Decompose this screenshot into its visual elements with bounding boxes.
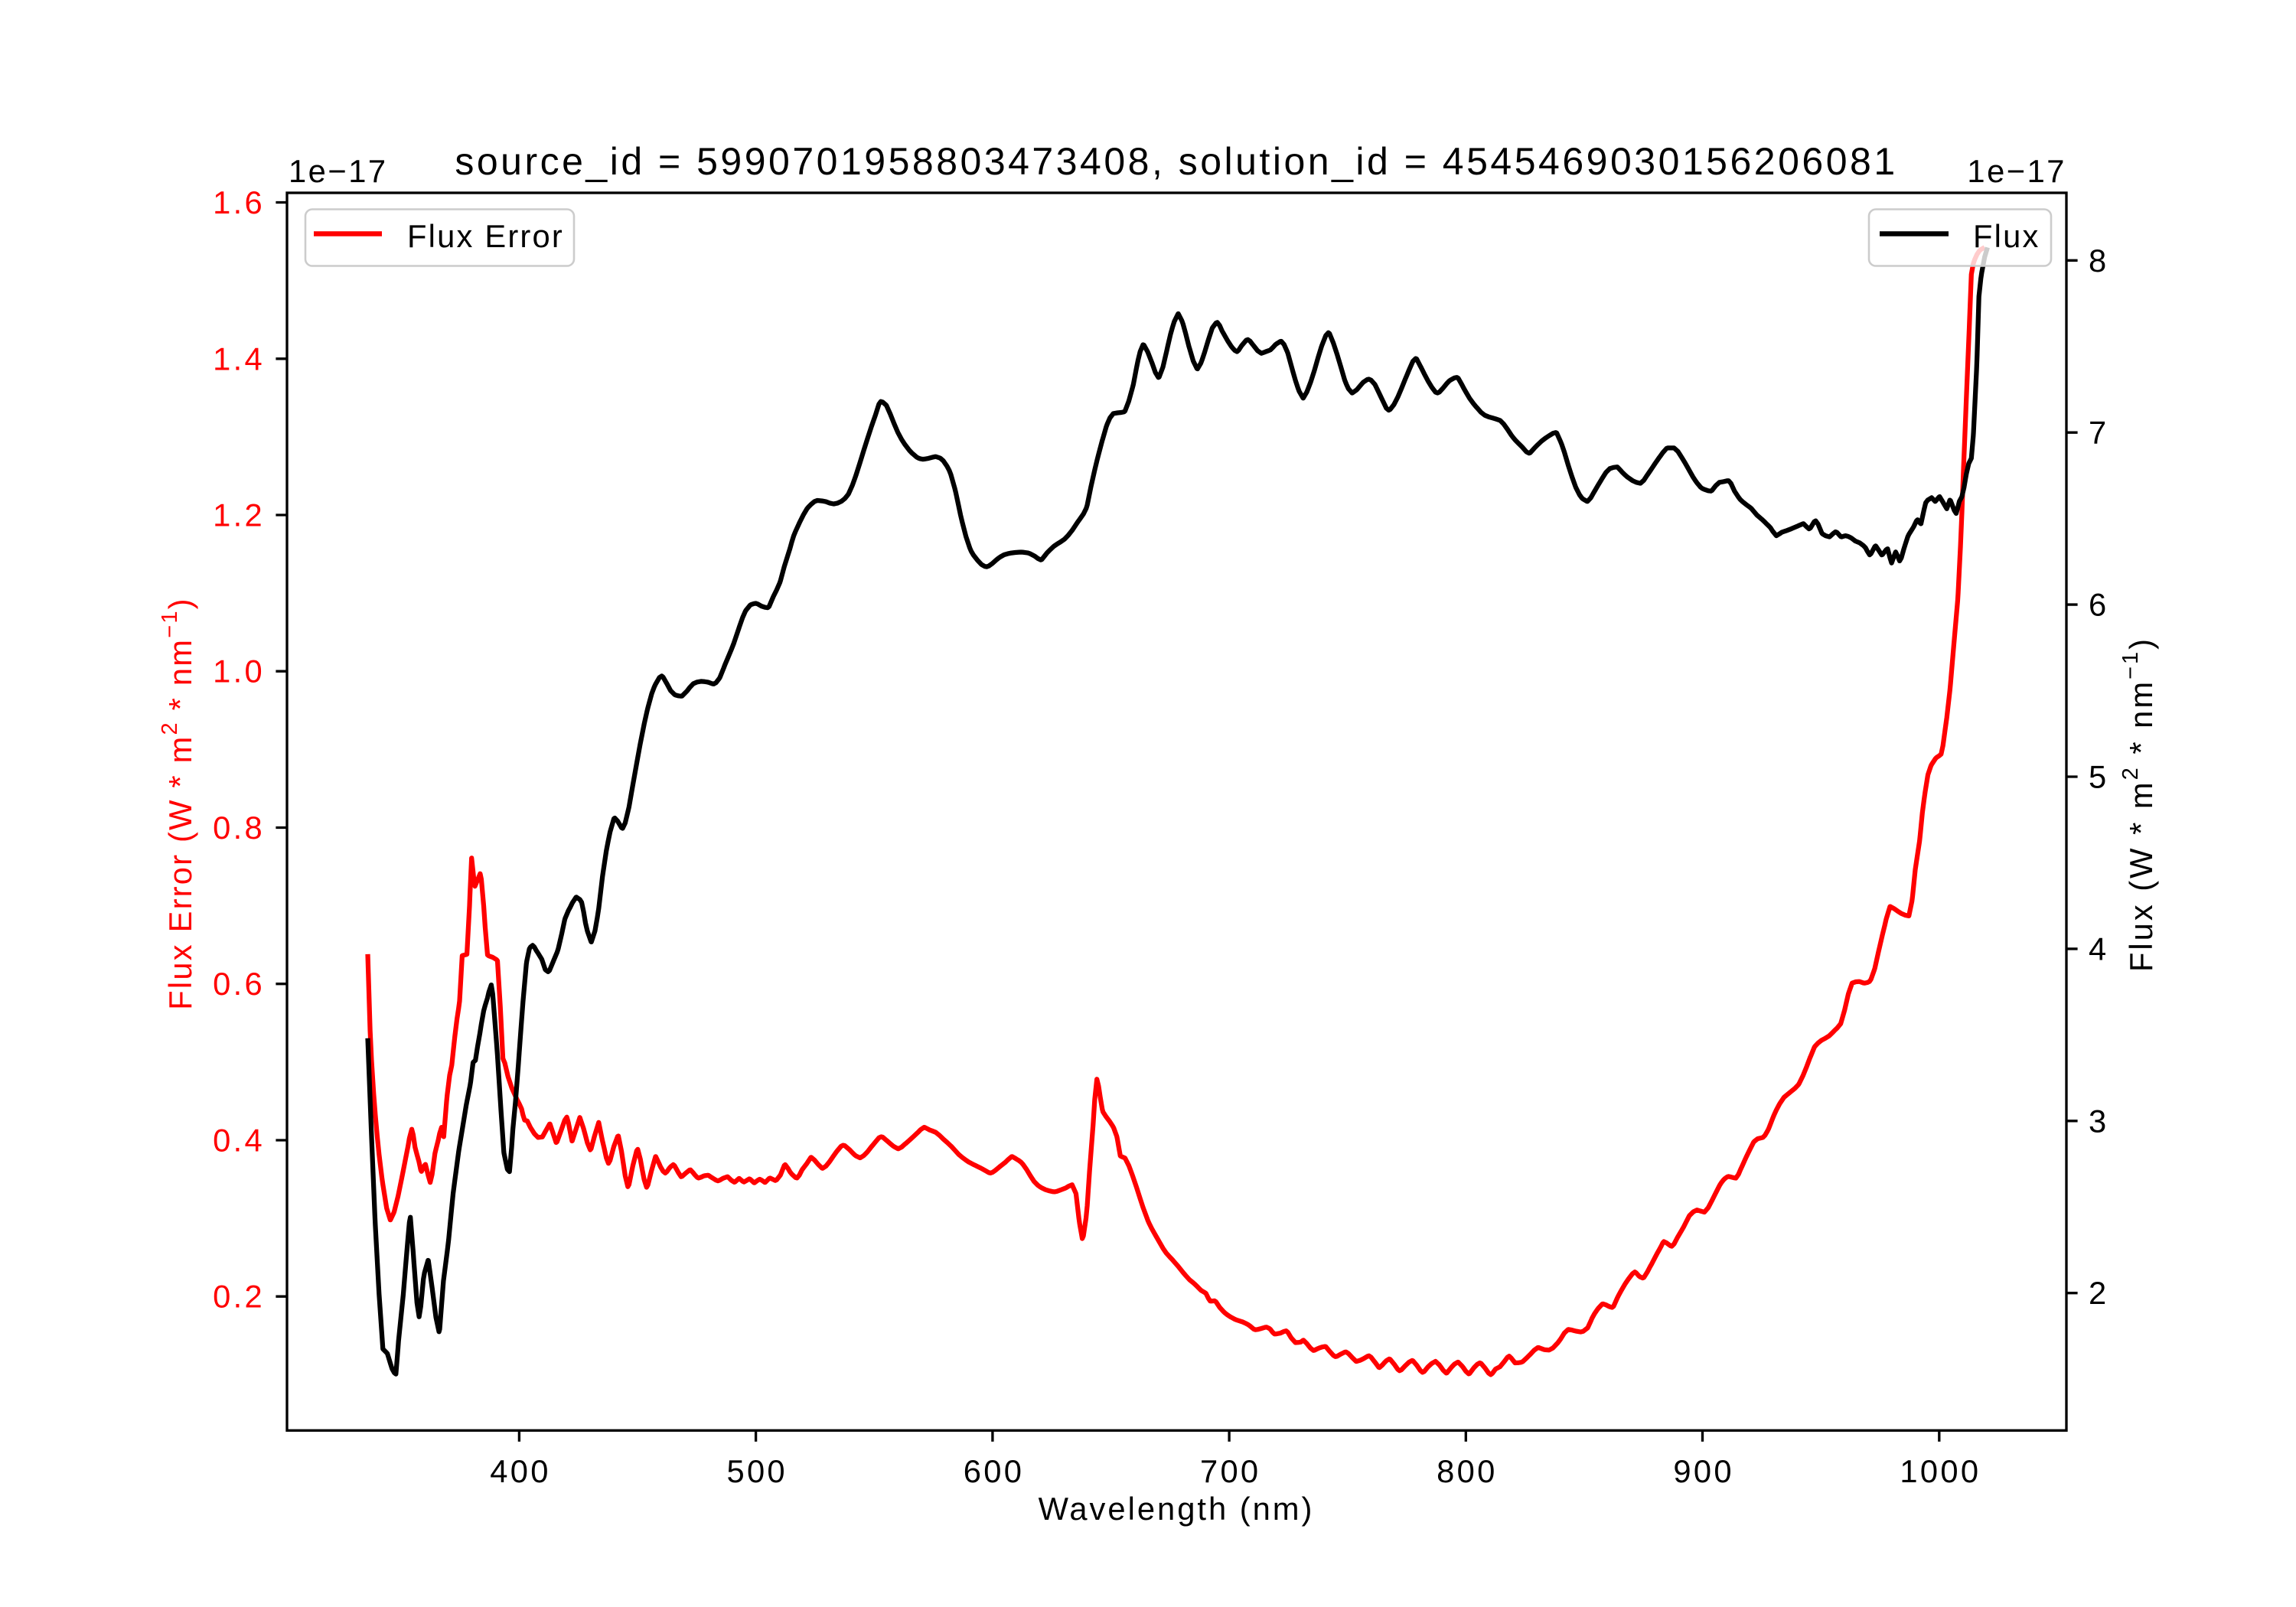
- svg-text:source_id = 599070195880347340: source_id = 5990701958803473408, solutio…: [455, 140, 1897, 183]
- svg-text:4: 4: [2089, 931, 2106, 966]
- svg-text:Flux Error (W * m2 * nm−1): Flux Error (W * m2 * nm−1): [158, 597, 198, 1010]
- svg-text:1.0: 1.0: [213, 654, 265, 689]
- svg-text:Flux (W * m2 * nm−1): Flux (W * m2 * nm−1): [2118, 637, 2159, 972]
- svg-text:500: 500: [726, 1453, 787, 1489]
- svg-text:1e−17: 1e−17: [1967, 153, 2066, 189]
- svg-text:1e−17: 1e−17: [289, 153, 388, 189]
- svg-text:900: 900: [1673, 1453, 1733, 1489]
- svg-text:800: 800: [1437, 1453, 1497, 1489]
- svg-text:6: 6: [2089, 587, 2106, 623]
- svg-text:5: 5: [2089, 759, 2106, 795]
- svg-text:Wavelength (nm): Wavelength (nm): [1039, 1491, 1315, 1527]
- svg-text:1.6: 1.6: [213, 184, 265, 220]
- svg-text:600: 600: [964, 1453, 1024, 1489]
- svg-text:400: 400: [490, 1453, 550, 1489]
- svg-text:0.8: 0.8: [213, 810, 265, 846]
- svg-text:0.2: 0.2: [213, 1279, 265, 1315]
- svg-text:Flux: Flux: [1973, 218, 2040, 254]
- svg-text:0.4: 0.4: [213, 1123, 265, 1159]
- svg-text:3: 3: [2089, 1103, 2106, 1139]
- svg-text:1000: 1000: [1900, 1453, 1981, 1489]
- svg-text:1.2: 1.2: [213, 497, 265, 533]
- svg-text:7: 7: [2089, 415, 2106, 451]
- svg-text:700: 700: [1200, 1453, 1261, 1489]
- svg-text:Flux Error: Flux Error: [407, 218, 564, 254]
- svg-text:8: 8: [2089, 243, 2106, 279]
- svg-text:1.4: 1.4: [213, 341, 265, 376]
- svg-text:2: 2: [2089, 1275, 2106, 1311]
- svg-text:0.6: 0.6: [213, 966, 265, 1002]
